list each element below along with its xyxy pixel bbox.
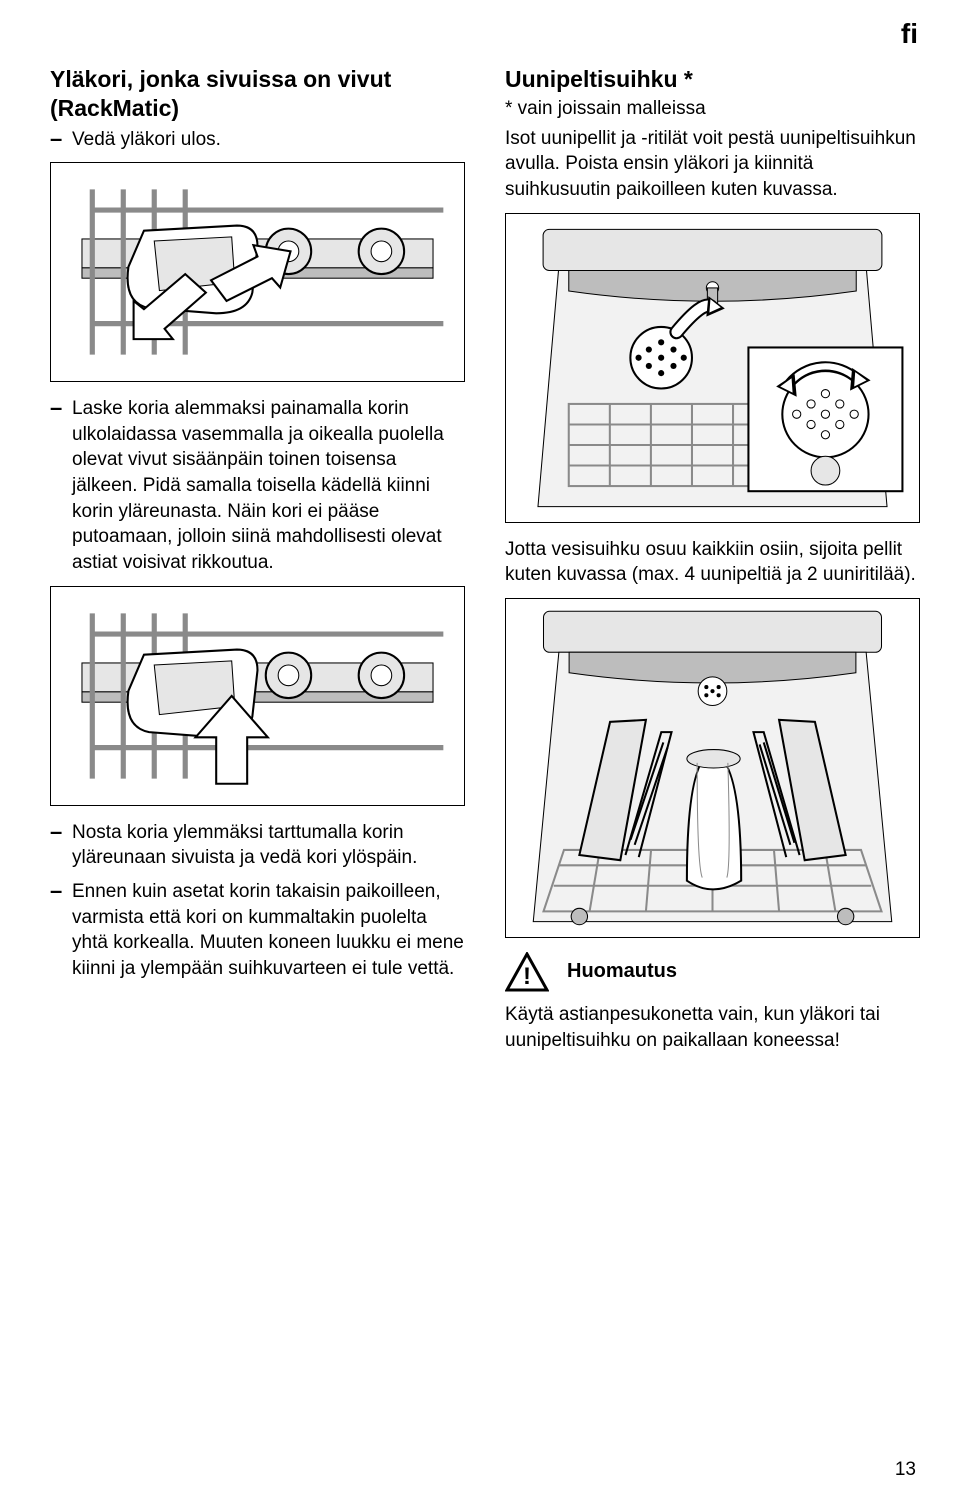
left-step-2: – Laske koria alemmaksi painamalla korin…: [50, 396, 465, 575]
right-subnote: * vain joissain malleissa: [505, 98, 920, 120]
right-middle-text: Jotta vesisuihku osuu kaikkiin osiin, si…: [505, 537, 920, 588]
dash-icon: –: [50, 879, 72, 982]
dash-icon: –: [50, 127, 72, 153]
right-title: Uunipeltisuihku *: [505, 65, 920, 94]
figure-rack-lever: [50, 162, 465, 382]
notice-text: Käytä astianpesukonetta vain, kun yläkor…: [505, 1002, 920, 1053]
figure-spray-install: [505, 213, 920, 523]
left-step-1: – Vedä yläkori ulos.: [50, 127, 465, 153]
right-intro: Isot uunipellit ja -ritilät voit pestä u…: [505, 126, 920, 203]
left-step-2-text: Laske koria alemmaksi painamalla korin u…: [72, 396, 465, 575]
left-step-1-text: Vedä yläkori ulos.: [72, 127, 465, 153]
left-column: Yläkori, jonka sivuissa on vivut (RackMa…: [50, 65, 465, 1063]
left-step-4-text: Ennen kuin asetat korin takaisin paikoil…: [72, 879, 465, 982]
left-title: Yläkori, jonka sivuissa on vivut (RackMa…: [50, 65, 465, 123]
left-step-3: – Nosta koria ylemmäksi tarttumalla kori…: [50, 820, 465, 871]
language-tag: fi: [901, 18, 918, 50]
figure-trays-loaded: [505, 598, 920, 938]
page-number: 13: [895, 1459, 916, 1481]
warning-icon: !: [505, 952, 549, 992]
notice-row: ! Huomautus: [505, 952, 920, 992]
left-step-3-text: Nosta koria ylemmäksi tarttumalla korin …: [72, 820, 465, 871]
right-column: Uunipeltisuihku * * vain joissain mallei…: [505, 65, 920, 1063]
svg-text:!: !: [523, 963, 531, 990]
left-step-4: – Ennen kuin asetat korin takaisin paiko…: [50, 879, 465, 982]
notice-label: Huomautus: [567, 960, 677, 983]
dash-icon: –: [50, 820, 72, 871]
figure-rack-up: [50, 586, 465, 806]
dash-icon: –: [50, 396, 72, 575]
two-column-layout: Yläkori, jonka sivuissa on vivut (RackMa…: [50, 65, 920, 1063]
